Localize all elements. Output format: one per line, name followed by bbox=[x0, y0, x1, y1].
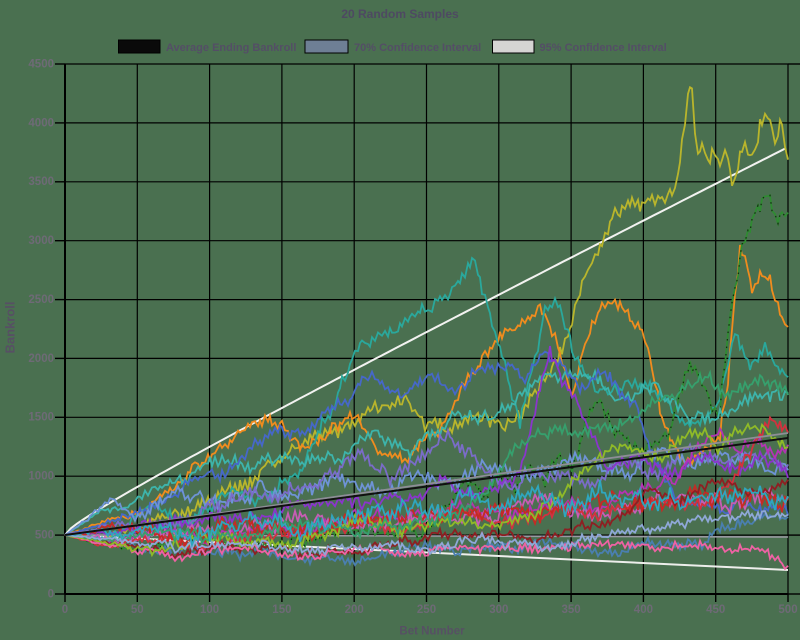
svg-text:2500: 2500 bbox=[28, 294, 54, 306]
svg-text:70% Confidence Interval: 70% Confidence Interval bbox=[354, 42, 481, 54]
svg-text:3500: 3500 bbox=[28, 176, 54, 188]
svg-text:100: 100 bbox=[200, 604, 219, 616]
svg-text:250: 250 bbox=[417, 604, 436, 616]
svg-text:400: 400 bbox=[634, 604, 653, 616]
svg-text:200: 200 bbox=[345, 604, 364, 616]
svg-text:95% Confidence Interval: 95% Confidence Interval bbox=[540, 42, 667, 54]
svg-text:300: 300 bbox=[489, 604, 508, 616]
svg-text:350: 350 bbox=[562, 604, 581, 616]
svg-text:4000: 4000 bbox=[28, 117, 54, 129]
svg-text:0: 0 bbox=[48, 588, 54, 600]
svg-text:2000: 2000 bbox=[28, 353, 54, 365]
svg-text:500: 500 bbox=[778, 604, 797, 616]
svg-text:450: 450 bbox=[706, 604, 725, 616]
svg-text:150: 150 bbox=[272, 604, 291, 616]
svg-text:1500: 1500 bbox=[28, 412, 54, 424]
svg-text:20 Random Samples: 20 Random Samples bbox=[341, 7, 459, 21]
svg-text:500: 500 bbox=[35, 530, 54, 542]
svg-text:Bankroll: Bankroll bbox=[3, 301, 18, 353]
svg-text:0: 0 bbox=[62, 604, 68, 616]
svg-text:50: 50 bbox=[131, 604, 144, 616]
svg-text:1000: 1000 bbox=[28, 471, 54, 483]
svg-text:Average Ending Bankroll: Average Ending Bankroll bbox=[166, 42, 296, 54]
svg-text:4500: 4500 bbox=[28, 58, 54, 70]
svg-text:Bet Number: Bet Number bbox=[399, 626, 465, 638]
svg-text:3000: 3000 bbox=[28, 235, 54, 247]
